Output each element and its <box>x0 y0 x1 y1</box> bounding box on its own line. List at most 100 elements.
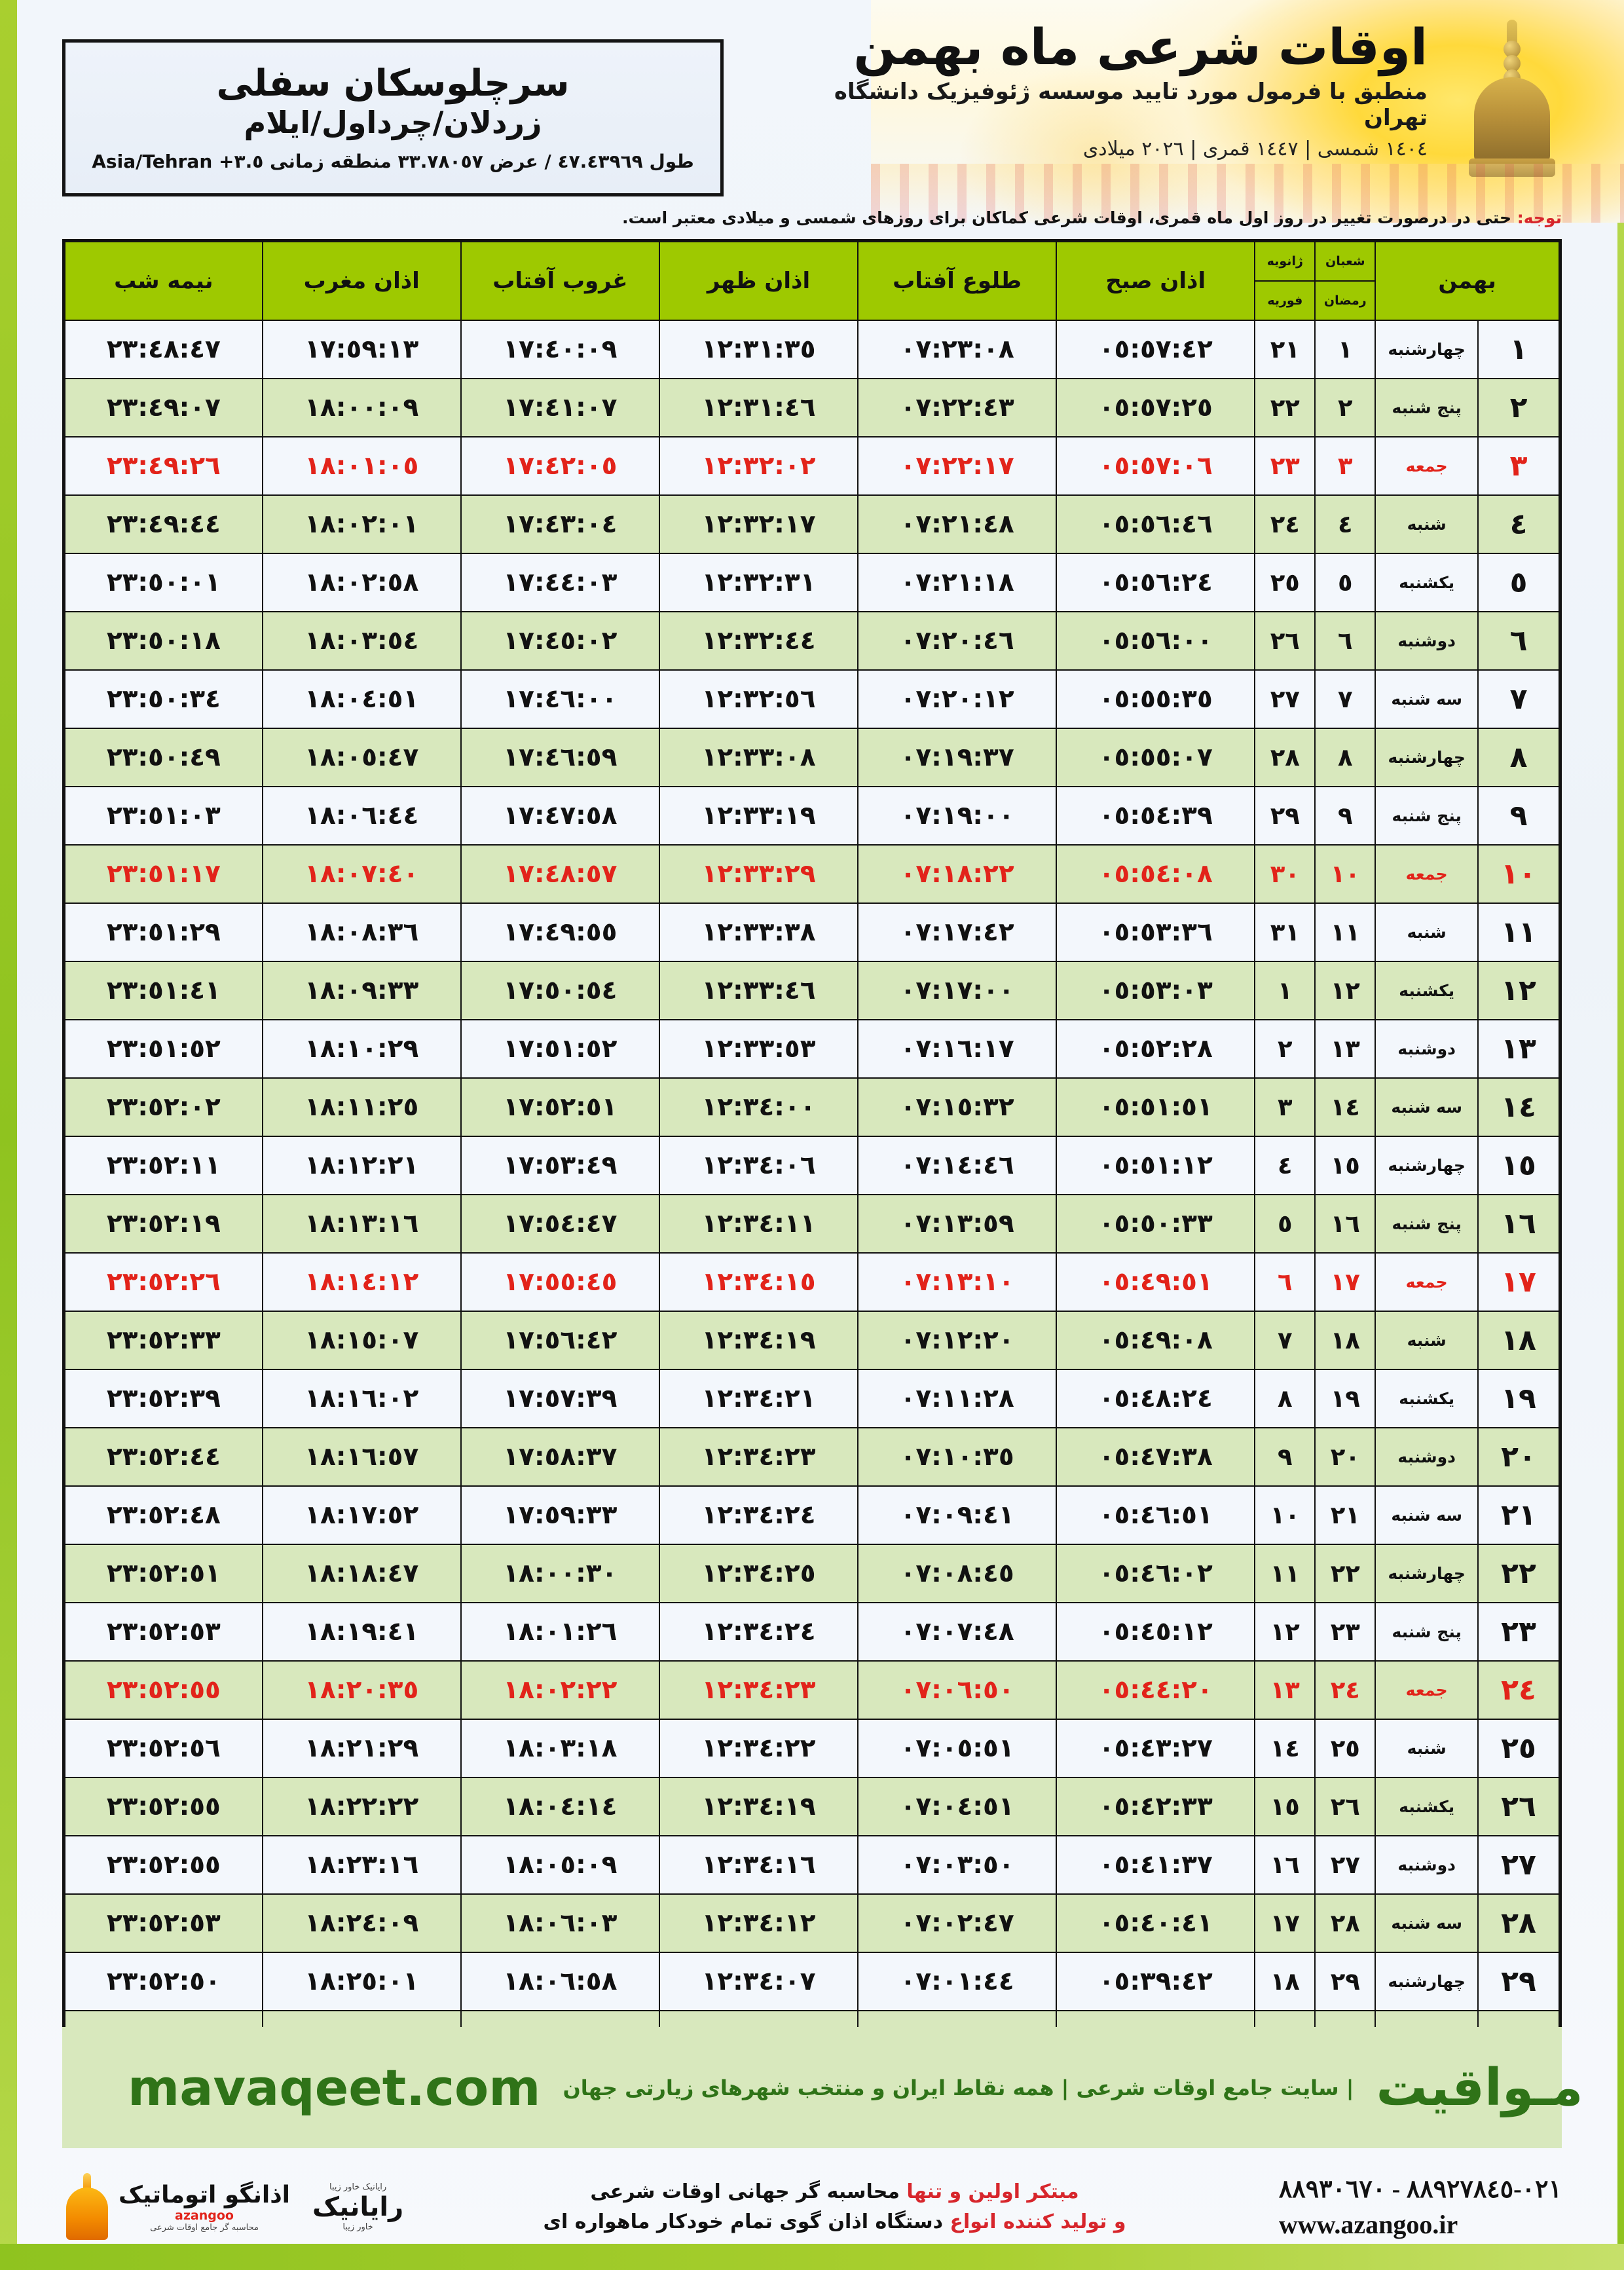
cell-fajr: ٠٥:٤١:٣٧ <box>1056 1835 1256 1895</box>
table-row: ٢٣ پنج شنبه ٢٣ ١٢ ٠٥:٤٥:١٢ ٠٧:٠٧:٤٨ ١٢:٣٤:٢٤ ١٨… <box>63 1602 1561 1662</box>
cell-midnight: ٢٣:٥٢:٥٣ <box>63 1893 263 1953</box>
location-name: سرچلوسکان سفلی <box>216 62 570 105</box>
cell-sunset: ١٧:٥٠:٥٤ <box>460 961 660 1020</box>
table-row: ١٩ یکشنبه ١٩ ٨ ٠٥:٤٨:٢٤ ٠٧:١١:٢٨ ١٢:٣٤:٢١ ١٧:٥٧… <box>63 1369 1561 1428</box>
cell-dhuhr: ١٢:٣١:٣٥ <box>658 320 859 379</box>
cell-dhuhr: ١٢:٣٤:٢٣ <box>658 1427 859 1487</box>
cell-sunset: ١٧:٥٥:٤٥ <box>460 1252 660 1312</box>
cell-sunrise: ٠٧:٠٦:٥٠ <box>857 1660 1058 1720</box>
cell-day-number: ٢٢ <box>1477 1544 1561 1603</box>
header-midnight: نیمه شب <box>63 240 263 321</box>
cell-fajr: ٠٥:٥٧:٢٥ <box>1056 378 1256 437</box>
cell-day-number: ١٢ <box>1477 961 1561 1020</box>
cell-sunrise: ٠٧:٢٢:٤٣ <box>857 378 1058 437</box>
cell-day-number: ٢ <box>1477 378 1561 437</box>
cell-gregorian-date: ١٢ <box>1254 1602 1316 1662</box>
cell-sunrise: ٠٧:١٤:٤٦ <box>857 1136 1058 1195</box>
cell-maghrib: ١٨:١٤:١٢ <box>261 1252 462 1312</box>
page-subtitle: منطبق با فرمول مورد تایید موسسه ژئوفیزیک… <box>834 78 1428 131</box>
cell-dhuhr: ١٢:٣١:٤٦ <box>658 378 859 437</box>
cell-midnight: ٢٣:٥٢:٠٢ <box>63 1077 263 1137</box>
table-row: ٢٨ سه شنبه ٢٨ ١٧ ٠٥:٤٠:٤١ ٠٧:٠٢:٤٧ ١٢:٣٤:١٢ ١٨:… <box>63 1893 1561 1953</box>
footer-website[interactable]: www.azangoo.ir <box>1278 2210 1458 2239</box>
table-header-row: بهمن شعبان رمضان ژانویه فوریه اذان صبح ط… <box>63 240 1561 321</box>
cell-hijri-date: ١٠ <box>1314 844 1376 904</box>
cell-midnight: ٢٣:٥١:٤١ <box>63 961 263 1020</box>
cell-sunset: ١٧:٤٧:٥٨ <box>460 786 660 846</box>
cell-fajr: ٠٥:٤٣:٢٧ <box>1056 1719 1256 1778</box>
cell-maghrib: ١٨:١٦:٥٧ <box>261 1427 462 1487</box>
cell-midnight: ٢٣:٤٩:٠٧ <box>63 378 263 437</box>
cell-sunrise: ٠٧:١٩:٠٠ <box>857 786 1058 846</box>
footer-contact: ٠٢١-٨٨٩٢٧٨٤٥ - ٨٨٩٣٠٦٧٠ www.azangoo.ir <box>1279 2174 1562 2240</box>
cell-weekday: دوشنبه <box>1375 611 1479 671</box>
cell-fajr: ٠٥:٥٠:٣٣ <box>1056 1194 1256 1254</box>
cell-sunset: ١٧:٥٤:٤٧ <box>460 1194 660 1254</box>
cell-day-number: ١٤ <box>1477 1077 1561 1137</box>
cell-dhuhr: ١٢:٣٤:٢٥ <box>658 1544 859 1603</box>
cell-day-number: ٢٣ <box>1477 1602 1561 1662</box>
table-row: ٢ پنج شنبه ٢ ٢٢ ٠٥:٥٧:٢٥ ٠٧:٢٢:٤٣ ١٢:٣١:٤٦ ١٧:٤… <box>63 378 1561 437</box>
rayaneek-logo-main: رایانیک <box>312 2192 404 2222</box>
cell-hijri-date: ١٩ <box>1314 1369 1376 1428</box>
calendar-years: ١٤٠٤ شمسی | ١٤٤٧ قمری | ٢٠٢٦ میلادی <box>1082 137 1428 160</box>
cell-day-number: ١٨ <box>1477 1311 1561 1370</box>
cell-day-number: ٢٦ <box>1477 1777 1561 1836</box>
cell-hijri-date: ٤ <box>1314 494 1376 554</box>
cell-sunrise: ٠٧:١٣:١٠ <box>857 1252 1058 1312</box>
brand-tagline: | سایت جامع اوقات شرعی | همه نقاط ایران … <box>563 2075 1354 2100</box>
cell-gregorian-date: ٢٩ <box>1254 786 1316 846</box>
cell-sunset: ١٧:٤٦:٥٩ <box>460 728 660 787</box>
cell-hijri-date: ١ <box>1314 320 1376 379</box>
cell-fajr: ٠٥:٤٢:٣٣ <box>1056 1777 1256 1836</box>
cell-weekday: جمعه <box>1375 844 1479 904</box>
brand-domain[interactable]: mavaqeet.com <box>128 2058 541 2117</box>
cell-weekday: سه شنبه <box>1375 1077 1479 1137</box>
cell-maghrib: ١٨:٠١:٠٥ <box>261 436 462 496</box>
cell-sunrise: ٠٧:٠٤:٥١ <box>857 1777 1058 1836</box>
table-row: ٢٤ جمعه ٢٤ ١٣ ٠٥:٤٤:٢٠ ٠٧:٠٦:٥٠ ١٢:٣٤:٢٣ ١٨:٠٢:… <box>63 1660 1561 1720</box>
cell-dhuhr: ١٢:٣٤:٠٠ <box>658 1077 859 1137</box>
cell-weekday: پنج شنبه <box>1375 378 1479 437</box>
cell-fajr: ٠٥:٥٦:٠٠ <box>1056 611 1256 671</box>
cell-gregorian-date: ١١ <box>1254 1544 1316 1603</box>
cell-weekday: شنبه <box>1375 902 1479 962</box>
cell-sunset: ١٧:٤٤:٠٣ <box>460 553 660 612</box>
table-row: ٩ پنج شنبه ٩ ٢٩ ٠٥:٥٤:٣٩ ٠٧:١٩:٠٠ ١٢:٣٣:١٩ ١٧:٤… <box>63 786 1561 846</box>
cell-fajr: ٠٥:٥٧:٠٦ <box>1056 436 1256 496</box>
left-accent-bar <box>0 0 17 2270</box>
table-row: ١٥ چهارشنبه ١٥ ٤ ٠٥:٥١:١٢ ٠٧:١٤:٤٦ ١٢:٣٤:٠٦ ١٧:… <box>63 1136 1561 1195</box>
cell-fajr: ٠٥:٥٣:٣٦ <box>1056 902 1256 962</box>
cell-maghrib: ١٨:٢١:٢٩ <box>261 1719 462 1778</box>
cell-day-number: ٦ <box>1477 611 1561 671</box>
table-row: ٨ چهارشنبه ٨ ٢٨ ٠٥:٥٥:٠٧ ٠٧:١٩:٣٧ ١٢:٣٣:٠٨ ١٧:٤… <box>63 728 1561 787</box>
cell-maghrib: ١٨:١٦:٠٢ <box>261 1369 462 1428</box>
rayaneek-logo: رایانیک خاور زیبا رایانیک خاور زیبا <box>312 2182 403 2232</box>
rayaneek-logo-tiny: رایانیک خاور زیبا <box>329 2182 387 2192</box>
prayer-times-table-wrap: بهمن شعبان رمضان ژانویه فوریه اذان صبح ط… <box>62 239 1562 2071</box>
cell-weekday: پنج شنبه <box>1375 1602 1479 1662</box>
cell-dhuhr: ١٢:٣٤:٠٧ <box>658 1952 859 2011</box>
cell-dhuhr: ١٢:٣٤:١٢ <box>658 1893 859 1953</box>
cell-day-number: ٢٤ <box>1477 1660 1561 1720</box>
cell-weekday: یکشنبه <box>1375 1369 1479 1428</box>
cell-midnight: ٢٣:٥٢:١١ <box>63 1136 263 1195</box>
cell-sunset: ١٨:٠٤:١٤ <box>460 1777 660 1836</box>
table-row: ٢٩ چهارشنبه ٢٩ ١٨ ٠٥:٣٩:٤٢ ٠٧:٠١:٤٤ ١٢:٣٤:٠٧ ١٨… <box>63 1952 1561 2011</box>
cell-day-number: ٢٧ <box>1477 1835 1561 1895</box>
cell-gregorian-date: ٤ <box>1254 1136 1316 1195</box>
cell-day-number: ٢٨ <box>1477 1893 1561 1953</box>
cell-midnight: ٢٣:٥١:١٧ <box>63 844 263 904</box>
header-gregorian-bottom: فوریه <box>1267 293 1303 308</box>
cell-hijri-date: ١٥ <box>1314 1136 1376 1195</box>
cell-day-number: ١٠ <box>1477 844 1561 904</box>
cell-weekday: چهارشنبه <box>1375 1544 1479 1603</box>
cell-maghrib: ١٨:٢٤:٠٩ <box>261 1893 462 1953</box>
cell-maghrib: ١٨:٢٥:٠١ <box>261 1952 462 2011</box>
cell-sunrise: ٠٧:١٣:٥٩ <box>857 1194 1058 1254</box>
cell-sunset: ١٧:٤٣:٠٤ <box>460 494 660 554</box>
table-row: ٢٥ شنبه ٢٥ ١٤ ٠٥:٤٣:٢٧ ٠٧:٠٥:٥١ ١٢:٣٤:٢٢ ١٨:٠٣:… <box>63 1719 1561 1778</box>
cell-sunset: ١٧:٥٢:٥١ <box>460 1077 660 1137</box>
cell-gregorian-date: ٦ <box>1254 1252 1316 1312</box>
cell-day-number: ٢٩ <box>1477 1952 1561 2011</box>
